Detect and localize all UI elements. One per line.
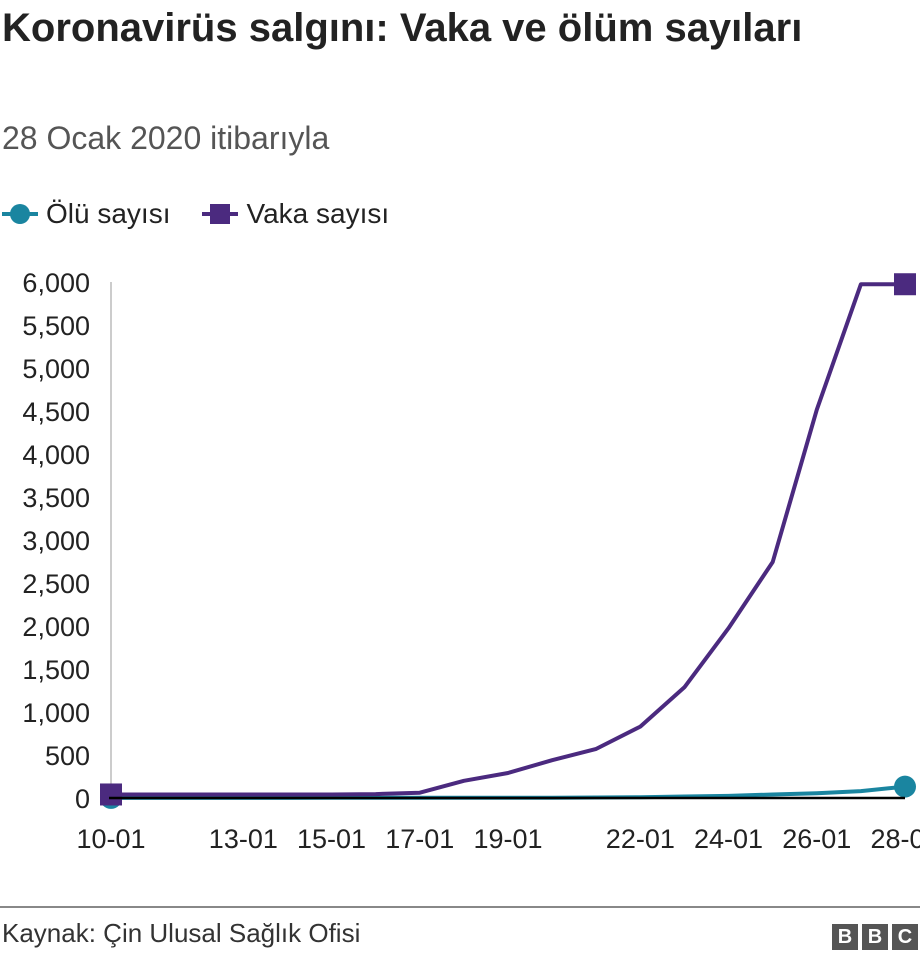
legend-item-cases: Vaka sayısı xyxy=(200,198,389,230)
bbc-logo-block-1: B xyxy=(832,924,858,950)
x-tick-label: 10-01 xyxy=(76,824,145,854)
y-tick-label: 2,000 xyxy=(22,612,90,642)
series-marker-0 xyxy=(894,775,916,798)
y-tick-label: 500 xyxy=(45,741,90,771)
x-tick-label: 15-01 xyxy=(297,824,366,854)
y-tick-label: 5,000 xyxy=(22,354,90,384)
legend-key-cases xyxy=(202,204,239,224)
x-tick-label: 22-01 xyxy=(606,824,675,854)
x-tick-label: 26-01 xyxy=(782,824,851,854)
x-tick-label: 13-01 xyxy=(209,824,278,854)
legend-key-deaths xyxy=(2,204,38,224)
series-line-1 xyxy=(111,282,905,797)
y-tick-label: 2,500 xyxy=(22,569,90,599)
source-note: Kaynak: Çin Ulusal Sağlık Ofisi xyxy=(2,918,361,948)
x-tick-label: 24-01 xyxy=(694,824,763,854)
x-tick-label: 17-01 xyxy=(385,824,454,854)
y-tick-label: 3,500 xyxy=(22,483,90,513)
y-tick-label: 5,500 xyxy=(22,311,90,341)
bbc-logo: B B C xyxy=(832,924,918,950)
legend: Ölü sayısı Vaka sayısı xyxy=(0,194,419,234)
x-tick-label: 19-01 xyxy=(473,824,542,854)
x-tick-label: 28-01 xyxy=(870,824,920,854)
series-marker-1 xyxy=(100,783,122,806)
chart-title: Koronavirüs salgını: Vaka ve ölüm sayıla… xyxy=(2,6,803,50)
legend-label-cases: Vaka sayısı xyxy=(246,198,390,229)
y-tick-label: 1,500 xyxy=(22,655,90,685)
bbc-logo-block-3: C xyxy=(892,924,918,950)
legend-item-deaths: Ölü sayısı xyxy=(0,198,170,230)
y-tick-label: 6,000 xyxy=(22,268,90,298)
y-tick-label: 3,000 xyxy=(22,526,90,556)
y-tick-label: 0 xyxy=(75,784,90,814)
chart-subtitle: 28 Ocak 2020 itibarıyla xyxy=(2,120,330,156)
y-tick-label: 4,000 xyxy=(22,440,90,470)
line-chart: 0 500 1,000 1,500 2,000 2,500 3,000 3,500 4,000 4… xyxy=(22,268,920,854)
legend-label-deaths: Ölü sayısı xyxy=(46,198,171,229)
series-marker-1 xyxy=(894,273,916,296)
y-tick-label: 4,500 xyxy=(22,397,90,427)
y-tick-label: 1,000 xyxy=(22,698,90,728)
footer-divider xyxy=(0,906,920,908)
bbc-logo-block-2: B xyxy=(862,924,888,950)
